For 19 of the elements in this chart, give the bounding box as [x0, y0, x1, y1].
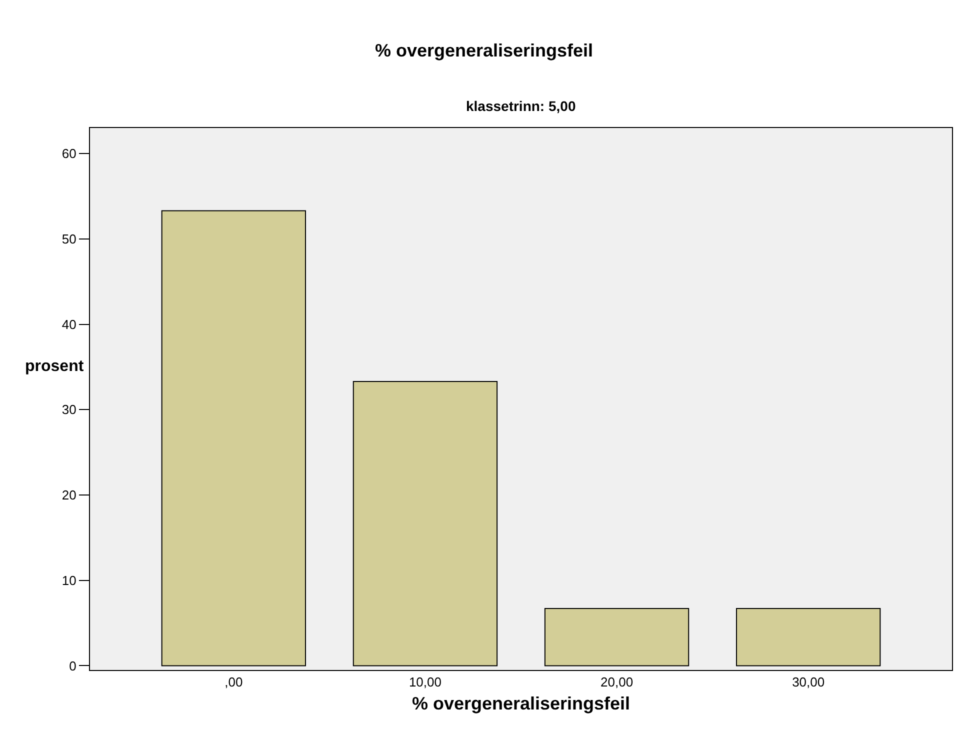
bar: [544, 608, 690, 666]
y-tick-label: 50: [62, 232, 76, 247]
y-axis-title: prosent: [25, 358, 84, 375]
y-tick-label: 10: [62, 572, 76, 588]
y-tick-label: 20: [62, 488, 76, 503]
x-tick-label: ,00: [224, 674, 243, 690]
bar: [161, 210, 306, 666]
bar: [352, 381, 498, 666]
chart-subtitle: klassetrinn: 5,00: [466, 98, 576, 114]
x-tick-label: 20,00: [600, 674, 634, 690]
x-tick-label: 10,00: [408, 674, 442, 690]
y-tick-label: 0: [69, 658, 76, 674]
x-tick-label: 30,00: [792, 674, 825, 690]
x-axis-title: % overgeneraliseringsfeil: [412, 694, 630, 714]
y-tick-label: 30: [62, 402, 76, 418]
y-tick-label: 40: [62, 316, 76, 332]
chart-title: % overgeneraliseringsfeil: [374, 40, 594, 60]
y-tick-label: 60: [62, 146, 76, 162]
bar: [736, 608, 881, 666]
